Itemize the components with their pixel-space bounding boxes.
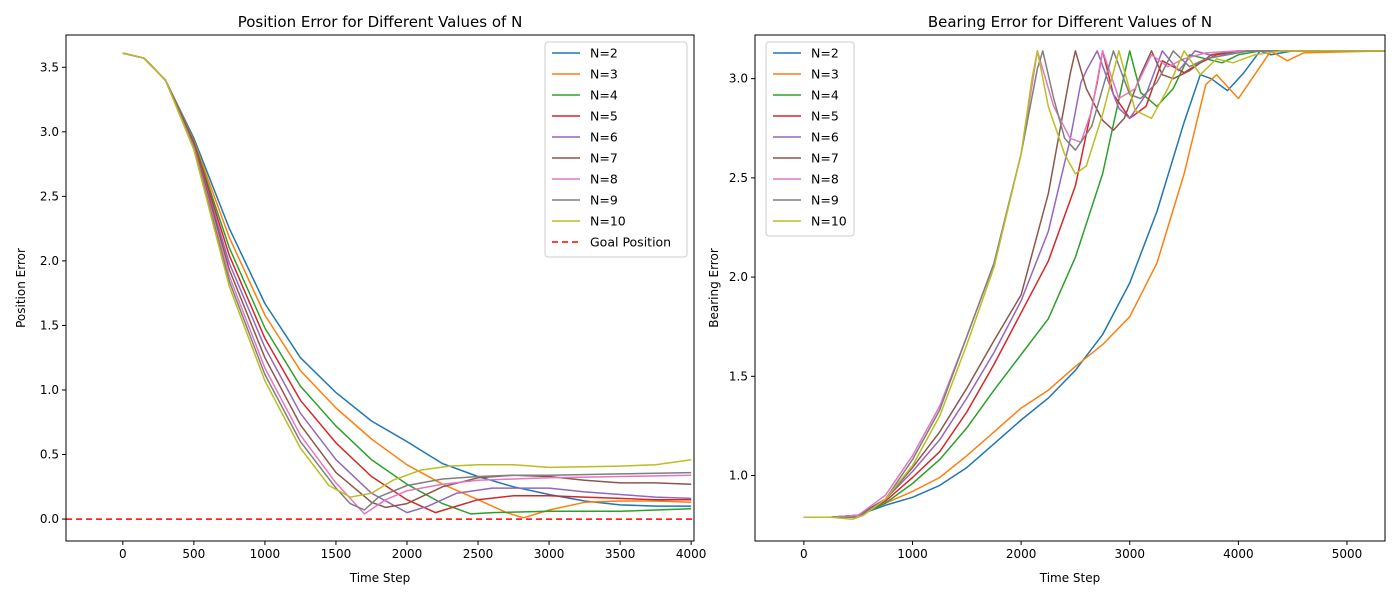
bearing-error-chart: Bearing Error for Different Values of N … [707, 13, 1386, 585]
y-tick-label: 1.5 [729, 369, 748, 383]
y-axis-label: Bearing Error [707, 248, 721, 328]
x-tick-label: 4000 [676, 547, 707, 561]
series-line-n-10 [803, 50, 1385, 520]
series-layer [66, 52, 694, 520]
plot-frame [754, 34, 1386, 542]
chart-title: Bearing Error for Different Values of N [928, 13, 1212, 31]
ticks-layer: 0 1000 2000 3000 4000 5000 1.0 1.5 2.0 2.5 3.0 [729, 72, 1362, 561]
y-tick-label: 1.5 [40, 318, 59, 332]
legend-label: N=4 [811, 88, 839, 103]
series-line-n-2 [803, 50, 1385, 518]
position-error-chart: Position Error for Different Values of N… [14, 13, 706, 585]
legend-label: N=10 [811, 214, 847, 229]
series-layer [803, 50, 1385, 520]
series-line-n-9 [803, 50, 1385, 518]
x-tick-label: 2000 [1006, 547, 1037, 561]
x-tick-label: 1000 [897, 547, 928, 561]
y-tick-label: 2.0 [729, 270, 748, 284]
legend-label: N=5 [811, 109, 839, 124]
legend-label: N=6 [811, 130, 839, 145]
y-tick-label: 3.5 [40, 60, 59, 74]
y-tick-label: 3.0 [40, 125, 59, 139]
legend-label: N=7 [811, 151, 839, 166]
legend-label: N=3 [590, 67, 618, 82]
legend-label: N=7 [590, 151, 618, 166]
legend-label: N=3 [811, 67, 839, 82]
ticks-layer: 0 500 1000 1500 2000 2500 3000 3500 4000 0.0 0.5 1.… [40, 60, 707, 561]
y-axis-label: Position Error [14, 248, 28, 328]
y-tick-label: 2.5 [729, 171, 748, 185]
y-tick-label: 3.0 [729, 72, 748, 86]
series-line-n-7 [122, 52, 692, 509]
legend-label: Goal Position [590, 235, 671, 250]
chart-title: Position Error for Different Values of N [238, 13, 523, 31]
x-tick-label: 3000 [1114, 547, 1145, 561]
y-tick-label: 2.0 [40, 254, 59, 268]
legend-label: N=5 [590, 109, 618, 124]
x-tick-label: 3500 [605, 547, 636, 561]
series-line-n-8 [803, 50, 1385, 518]
legend: N=2 N=3 N=4 N=5 N=6 N=7 N=8 N=9 N=10 Goal Positio… [544, 41, 688, 258]
series-line-n-7 [803, 50, 1385, 518]
legend-label: N=4 [590, 88, 618, 103]
x-tick-label: 5000 [1332, 547, 1363, 561]
x-tick-label: 4000 [1223, 547, 1254, 561]
y-tick-label: 2.5 [40, 189, 59, 203]
y-tick-label: 1.0 [40, 383, 59, 397]
y-tick-label: 1.0 [729, 469, 748, 483]
legend-label: N=2 [811, 46, 839, 61]
legend-label: N=6 [590, 130, 618, 145]
legend-label: N=9 [590, 193, 618, 208]
x-axis-label: Time Step [349, 571, 411, 585]
legend-label: N=8 [811, 172, 839, 187]
series-line-n-3 [803, 50, 1385, 518]
x-tick-label: 1000 [250, 547, 281, 561]
series-line-n-10 [122, 52, 692, 498]
y-tick-label: 0.5 [40, 448, 59, 462]
legend-label: N=2 [590, 46, 618, 61]
plot-frame [65, 34, 695, 542]
legend: N=2 N=3 N=4 N=5 N=6 N=7 N=8 N=9 N=10 [765, 41, 855, 237]
legend-label: N=9 [811, 193, 839, 208]
x-tick-label: 3000 [534, 547, 565, 561]
legend-label: N=10 [590, 214, 626, 229]
x-axis-label: Time Step [1039, 571, 1101, 585]
x-tick-label: 2000 [392, 547, 423, 561]
x-tick-label: 0 [119, 547, 127, 561]
legend-label: N=8 [590, 172, 618, 187]
legend-box [765, 41, 855, 237]
x-tick-label: 0 [800, 547, 808, 561]
x-tick-label: 500 [182, 547, 205, 561]
x-tick-label: 2500 [463, 547, 494, 561]
legend-box [544, 41, 688, 258]
series-line-n-4 [803, 50, 1385, 518]
x-tick-label: 1500 [321, 547, 352, 561]
y-tick-label: 0.0 [40, 512, 59, 526]
